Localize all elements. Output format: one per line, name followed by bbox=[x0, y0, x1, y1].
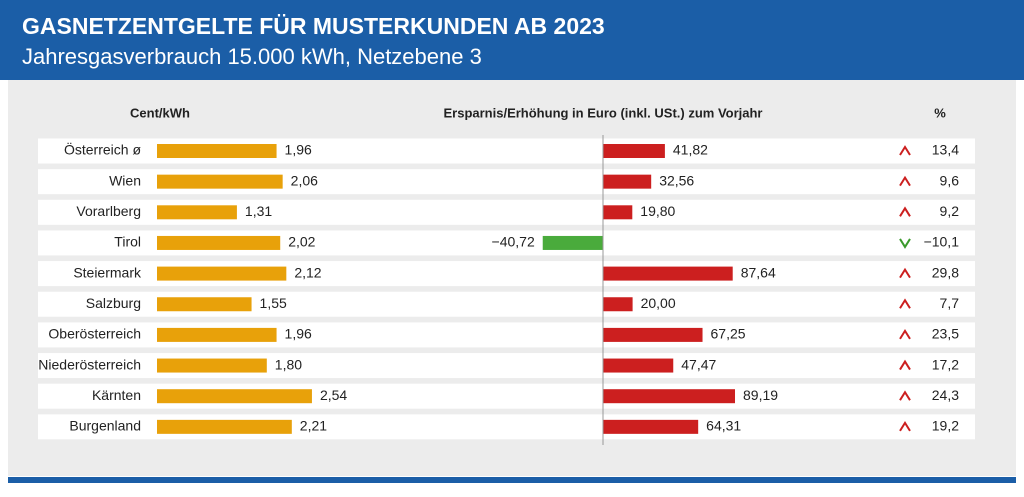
value-label: 1,55 bbox=[260, 295, 287, 311]
percent-label: 17,2 bbox=[932, 356, 959, 372]
bar bbox=[157, 297, 252, 312]
chart-title: GASNETZENTGELTE FÜR MUSTERKUNDEN AB 2023 bbox=[22, 13, 605, 39]
category-label: Tirol bbox=[114, 234, 141, 250]
trend-arrow bbox=[899, 420, 911, 432]
value-label: 47,47 bbox=[681, 356, 716, 372]
percent-label: 29,8 bbox=[932, 264, 959, 280]
value-label: 2,02 bbox=[288, 234, 315, 250]
bar bbox=[157, 205, 237, 220]
column-header: % bbox=[934, 105, 946, 120]
bar bbox=[603, 297, 633, 312]
value-label: 67,25 bbox=[711, 326, 746, 342]
value-label: 41,82 bbox=[673, 142, 708, 158]
bar bbox=[157, 235, 281, 250]
percent-label: 24,3 bbox=[932, 387, 959, 403]
bar bbox=[542, 235, 603, 250]
category-label: Niederösterreich bbox=[38, 356, 141, 372]
bar bbox=[603, 266, 733, 281]
percent-label: 9,2 bbox=[940, 203, 960, 219]
category-label: Wien bbox=[109, 172, 141, 188]
category-label: Salzburg bbox=[86, 295, 141, 311]
value-label: 32,56 bbox=[659, 172, 694, 188]
bar bbox=[157, 327, 277, 342]
trend-arrow bbox=[899, 175, 911, 187]
trend-arrow bbox=[899, 329, 911, 340]
value-label: 2,12 bbox=[294, 264, 321, 280]
percent-label: 13,4 bbox=[932, 142, 959, 158]
bar bbox=[603, 174, 652, 189]
bar bbox=[157, 144, 277, 158]
bar bbox=[157, 174, 283, 189]
chart-subtitle: Jahresgasverbrauch 15.000 kWh, Netzebene… bbox=[22, 44, 482, 69]
bar bbox=[603, 358, 674, 373]
value-label: 2,54 bbox=[320, 387, 347, 403]
bar bbox=[603, 327, 703, 342]
footer-band bbox=[8, 477, 1016, 483]
category-label: Vorarlberg bbox=[76, 203, 141, 219]
column-header: Ersparnis/Erhöhung in Euro (inkl. USt.) … bbox=[443, 105, 762, 120]
bar bbox=[603, 389, 736, 404]
trend-arrow bbox=[899, 298, 911, 309]
value-label: 89,19 bbox=[743, 387, 778, 403]
value-label: 2,21 bbox=[300, 418, 327, 434]
marks: Österreich ø 1,96 41,82 13,4 Wien 2,06 32,56 9,… bbox=[38, 135, 959, 445]
value-label: 1,96 bbox=[285, 326, 312, 342]
value-label: 64,31 bbox=[706, 418, 741, 434]
trend-arrow bbox=[899, 206, 911, 217]
category-label: Österreich ø bbox=[64, 141, 141, 158]
percent-label: −10,1 bbox=[924, 234, 960, 250]
percent-label: 9,6 bbox=[940, 172, 960, 188]
category-label: Kärnten bbox=[92, 387, 141, 403]
value-label: 20,00 bbox=[641, 295, 676, 311]
bar bbox=[157, 358, 267, 373]
trend-arrow bbox=[899, 390, 911, 401]
category-label: Steiermark bbox=[73, 264, 142, 280]
value-label: 2,06 bbox=[291, 172, 318, 188]
percent-label: 7,7 bbox=[940, 295, 960, 311]
percent-label: 19,2 bbox=[932, 418, 959, 434]
bar bbox=[157, 419, 292, 434]
trend-arrow bbox=[899, 238, 911, 249]
bar bbox=[157, 389, 312, 404]
header-band bbox=[0, 0, 1024, 80]
value-label: 1,80 bbox=[275, 356, 302, 372]
column-header: Cent/kWh bbox=[130, 105, 190, 120]
category-label: Burgenland bbox=[69, 418, 141, 434]
value-label: 19,80 bbox=[640, 203, 675, 219]
percent-label: 23,5 bbox=[932, 326, 959, 342]
trend-arrow bbox=[899, 359, 911, 371]
value-label: −40,72 bbox=[492, 234, 535, 250]
category-label: Oberösterreich bbox=[48, 326, 141, 342]
value-label: 87,64 bbox=[741, 264, 776, 280]
value-label: 1,31 bbox=[245, 203, 272, 219]
bar bbox=[603, 144, 665, 158]
bar bbox=[603, 205, 633, 220]
trend-arrow bbox=[899, 267, 911, 279]
bar bbox=[603, 419, 699, 434]
trend-arrow bbox=[899, 145, 911, 156]
value-label: 1,96 bbox=[285, 142, 312, 158]
bar bbox=[157, 266, 287, 281]
